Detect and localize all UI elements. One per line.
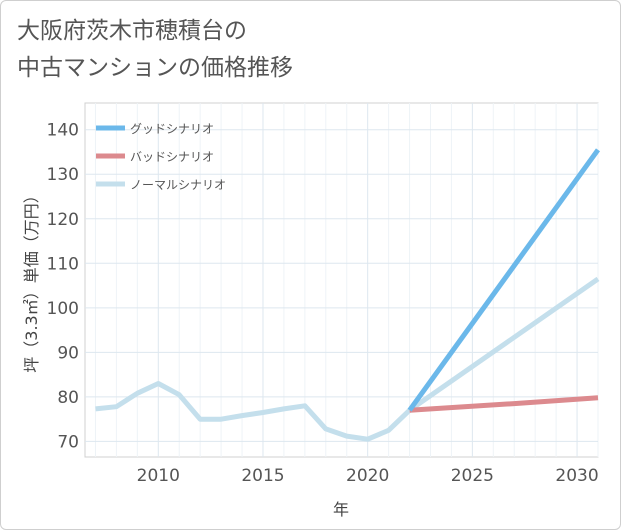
y-tick-80: 80 (57, 388, 79, 408)
y-tick-130: 130 (47, 165, 79, 185)
grid-lines (85, 103, 599, 457)
y-tick-90: 90 (57, 343, 79, 363)
legend-label-1: バッドシナリオ (130, 150, 214, 164)
title-line-2: 中古マンションの価格推移 (17, 55, 293, 81)
series-line-0 (407, 148, 601, 412)
series-line-2 (95, 276, 600, 442)
page-title: 大阪府茨木市穂積台の 中古マンションの価格推移 (17, 13, 293, 87)
x-tick-2010: 2010 (137, 466, 180, 486)
x-tick-2025: 2025 (451, 466, 494, 486)
x-tick-2015: 2015 (241, 466, 284, 486)
x-tick-2030: 2030 (555, 466, 598, 486)
y-tick-100: 100 (47, 299, 79, 319)
y-axis-title: 坪（3.3㎡）単価（万円） (22, 187, 41, 372)
y-tick-110: 110 (47, 254, 79, 274)
y-tick-140: 140 (47, 121, 79, 141)
plot-area (84, 102, 599, 458)
legend-label-2: ノーマルシナリオ (130, 178, 226, 192)
tick-labels: 2010 2015 2020 2025 2030 70 80 90 100 110 120 130 14… (47, 121, 599, 486)
y-tick-70: 70 (57, 432, 79, 452)
title-line-1: 大阪府茨木市穂積台の (17, 18, 247, 44)
y-tick-120: 120 (47, 210, 79, 230)
series-layer (95, 148, 601, 442)
legend-label-0: グッドシナリオ (130, 122, 214, 136)
x-axis-title: 年 (333, 500, 349, 519)
series-line-1 (409, 395, 599, 413)
x-tick-2020: 2020 (346, 466, 389, 486)
